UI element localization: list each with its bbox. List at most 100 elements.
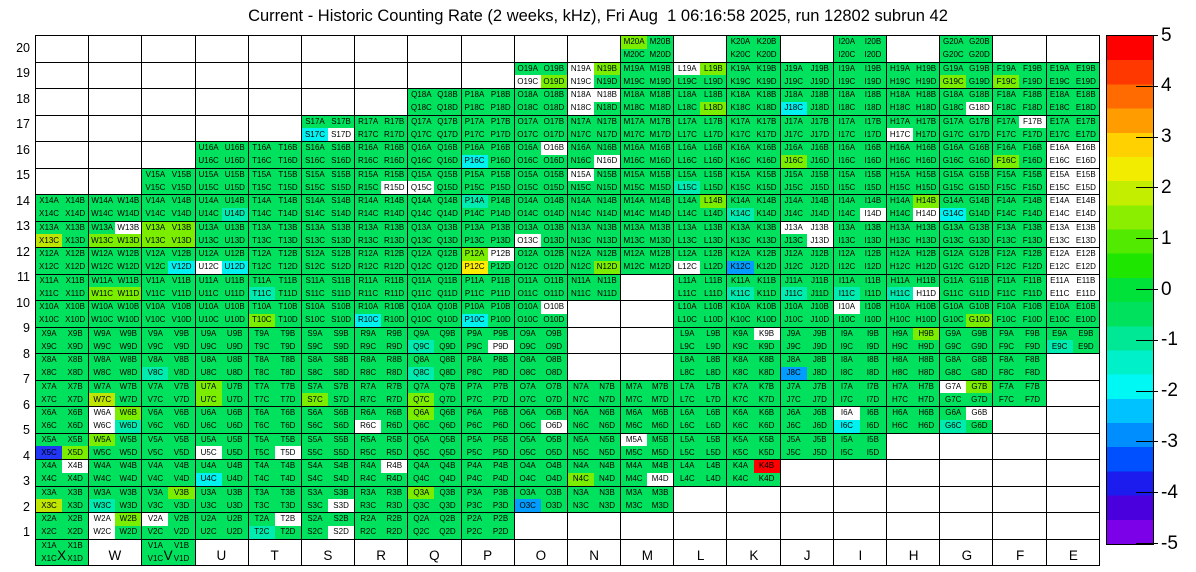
channel-R5D: R5D [381, 446, 407, 459]
cell-W14: W14A W14B W14C W14D [88, 194, 143, 222]
cell-K17: K17A K17B K17C K17D [726, 114, 781, 142]
channel-O3C: O3C [515, 499, 541, 512]
channel-S14D: S14D [328, 207, 354, 221]
channel-L15C: L15C [674, 181, 701, 194]
channel-L16C: L16C [674, 154, 701, 168]
channel-Q10D: Q10D [434, 313, 460, 327]
heatmap-row-8: X8A X8B X8C X8D W8A W8B W8C W8D V8A V8B V8C V8D U8A U… [34, 353, 1101, 381]
channel-F19A: F19A [993, 62, 1020, 76]
channel-O13A: O13A [515, 221, 541, 235]
channel-E14A: E14A [1047, 195, 1073, 208]
channel-I8C: I8C [834, 366, 860, 380]
cell-empty-N2 [566, 512, 622, 540]
channel-H12A: H12A [887, 248, 914, 261]
channel-P13C: P13C [462, 234, 488, 247]
channel-W13C: W13C [89, 234, 116, 247]
channel-Q6A: Q6A [408, 407, 435, 420]
channel-I17C: I17C [834, 128, 860, 141]
channel-X13D: X13D [62, 234, 88, 247]
heatmap-row-11: X11A X11B X11C X11D W11A W11B W11C W11D V11A V11B… [34, 273, 1101, 301]
channel-Q17C: Q17C [408, 128, 435, 141]
channel-N6A: N6A [568, 407, 594, 420]
channel-T9C: T9C [249, 340, 275, 353]
channel-N14C: N14C [568, 207, 594, 221]
channel-H10C: H10C [887, 313, 914, 327]
channel-T5B: T5B [274, 433, 301, 447]
channel-F17D: F17D [1019, 128, 1046, 141]
channel-P6D: P6D [487, 419, 514, 433]
channel-V1B: V1B [168, 539, 195, 553]
cell-empty-H1 [885, 538, 941, 566]
channel-I14D: I14D [859, 207, 886, 221]
channel-H14A: H14A [887, 195, 914, 208]
cell-O8: O8A O8B O8C O8D [513, 353, 568, 381]
cell-I16: I16A I16B I16C I16D [832, 141, 888, 169]
channel-F7B: F7B [1019, 380, 1046, 394]
cell-empty-W1 [88, 538, 143, 566]
cell-P5: P5A P5B P5C P5D [460, 432, 515, 460]
cell-O4: O4A O4B O4C O4D [513, 459, 568, 487]
channel-X6D: X6D [62, 419, 88, 433]
channel-I15A: I15A [834, 168, 860, 182]
channel-G20B: G20B [966, 36, 992, 49]
channel-S4A: S4A [302, 460, 329, 473]
channel-L4B: L4B [700, 460, 726, 473]
channel-R3B: R3B [381, 486, 407, 500]
channel-Q16A: Q16A [408, 142, 435, 155]
cell-K10: K10A K10B K10C K10D [726, 300, 781, 328]
channel-Q12B: Q12B [434, 248, 460, 261]
cell-F15: F15A F15B F15C F15D [992, 167, 1047, 195]
cell-R16: R16A R16B R16C R16D [354, 141, 409, 169]
channel-H11C: H11C [887, 287, 914, 300]
channel-R7B: R7B [381, 380, 407, 394]
channel-G12A: G12A [940, 248, 967, 261]
channel-F18C: F18C [993, 101, 1020, 115]
channel-W8A: W8A [89, 354, 116, 367]
channel-P6B: P6B [487, 407, 514, 420]
channel-X8C: X8C [36, 366, 63, 380]
channel-L16B: L16B [700, 142, 726, 155]
cell-K12: K12A K12B K12C K12D [726, 247, 781, 275]
channel-N12D: N12D [593, 260, 620, 274]
channel-I20B: I20B [859, 36, 886, 49]
cell-empty-W20 [88, 35, 143, 63]
channel-S12D: S12D [328, 260, 354, 274]
cell-H11: H11A H11B H11C H11D [885, 273, 941, 301]
channel-O16C: O16C [515, 154, 541, 168]
cell-G20: G20A G20B G20C G20D [939, 35, 994, 63]
channel-E16B: E16B [1072, 142, 1099, 155]
channel-T16D: T16D [274, 154, 301, 168]
channel-Q14C: Q14C [408, 207, 435, 221]
cell-J18: J18A J18B J18C J18D [779, 88, 834, 116]
channel-U5C: U5C [196, 446, 222, 459]
channel-V3C: V3C [142, 499, 169, 512]
channel-G19A: G19A [940, 62, 967, 76]
channel-U3D: U3D [221, 499, 248, 512]
channel-X3D: X3D [62, 499, 88, 512]
cell-empty-F5 [992, 432, 1047, 460]
channel-I5D: I5D [859, 446, 886, 459]
channel-K20A: K20A [727, 36, 754, 49]
channel-T12C: T12C [249, 260, 275, 274]
channel-X2B: X2B [62, 513, 88, 526]
channel-H13A: H13A [887, 221, 914, 235]
channel-K15A: K15A [727, 168, 754, 182]
cell-H7: H7A H7B H7C H7D [885, 379, 941, 407]
channel-Q7D: Q7D [434, 393, 460, 406]
channel-S17A: S17A [302, 115, 329, 129]
channel-V7B: V7B [168, 380, 195, 394]
channel-E10C: E10C [1047, 313, 1073, 327]
channel-V10C: V10C [142, 313, 169, 327]
channel-W14D: W14D [115, 207, 141, 221]
channel-V9B: V9B [168, 327, 195, 341]
channel-I20C: I20C [834, 48, 860, 62]
channel-E15D: E15D [1072, 181, 1099, 194]
channel-I16B: I16B [859, 142, 886, 155]
cell-N12: N12A N12B N12C N12D [566, 247, 622, 275]
channel-F16B: F16B [1019, 142, 1046, 155]
cell-empty-N20 [566, 35, 622, 63]
channel-G11C: G11C [940, 287, 967, 300]
heatmap-row-18: Q18A Q18B Q18C Q18D P18A P18B P18C P18D O18A O18B… [34, 88, 1101, 116]
cell-P4: P4A P4B P4C P4D [460, 459, 515, 487]
channel-U12D: U12D [221, 260, 248, 274]
